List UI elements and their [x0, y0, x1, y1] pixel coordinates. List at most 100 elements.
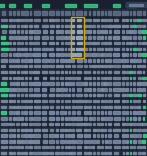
Bar: [97, 59, 99, 62]
Bar: [113, 129, 121, 131]
Bar: [97, 100, 99, 102]
Bar: [17, 42, 20, 44]
Bar: [9, 129, 12, 131]
Bar: [84, 106, 87, 108]
Bar: [1, 82, 6, 85]
Bar: [61, 117, 63, 119]
Bar: [65, 54, 67, 56]
Bar: [68, 117, 70, 119]
Bar: [113, 111, 120, 114]
Bar: [72, 59, 74, 62]
Bar: [108, 129, 111, 131]
Bar: [105, 140, 107, 143]
Bar: [50, 88, 54, 91]
Bar: [88, 48, 91, 50]
Bar: [30, 12, 31, 15]
Bar: [13, 42, 15, 44]
Bar: [97, 54, 100, 56]
Bar: [9, 36, 12, 39]
Bar: [138, 152, 141, 154]
Bar: [34, 123, 40, 125]
Bar: [24, 82, 27, 85]
Bar: [101, 123, 103, 125]
Bar: [56, 140, 58, 143]
Bar: [56, 111, 58, 114]
Bar: [88, 140, 91, 143]
Bar: [33, 152, 41, 154]
Bar: [42, 111, 46, 114]
Bar: [72, 24, 74, 27]
Bar: [93, 94, 95, 96]
Bar: [88, 146, 91, 149]
Bar: [21, 77, 23, 79]
Bar: [68, 42, 71, 44]
Bar: [113, 59, 121, 62]
Bar: [9, 152, 12, 154]
Bar: [143, 106, 145, 108]
Bar: [133, 117, 136, 119]
Bar: [65, 129, 67, 131]
Bar: [16, 77, 20, 79]
Bar: [137, 24, 142, 27]
Bar: [105, 129, 106, 131]
Bar: [61, 19, 63, 21]
Bar: [13, 94, 15, 96]
Bar: [76, 36, 82, 39]
Bar: [34, 48, 40, 50]
Bar: [34, 36, 39, 39]
Bar: [24, 24, 27, 27]
Bar: [16, 146, 20, 149]
Bar: [68, 82, 71, 85]
Bar: [126, 111, 128, 114]
Bar: [0, 69, 147, 75]
Bar: [72, 71, 75, 73]
Bar: [49, 19, 54, 21]
Bar: [13, 146, 15, 149]
Bar: [21, 12, 23, 15]
Bar: [84, 100, 87, 102]
Bar: [34, 88, 39, 91]
Bar: [56, 48, 59, 50]
Bar: [65, 134, 67, 137]
Bar: [142, 117, 144, 119]
Bar: [88, 24, 91, 27]
Bar: [72, 88, 74, 91]
Bar: [13, 59, 15, 62]
Bar: [9, 24, 12, 27]
Bar: [13, 54, 15, 56]
Bar: [137, 123, 142, 125]
Bar: [13, 71, 15, 73]
Bar: [60, 140, 64, 143]
Bar: [142, 54, 146, 56]
Bar: [126, 42, 128, 44]
Bar: [1, 36, 5, 39]
Bar: [68, 77, 71, 79]
Bar: [21, 36, 23, 39]
Bar: [49, 42, 54, 44]
Bar: [65, 77, 67, 79]
Bar: [137, 134, 141, 137]
Bar: [76, 82, 83, 85]
Bar: [49, 48, 53, 50]
Bar: [122, 82, 124, 85]
Bar: [30, 59, 32, 62]
Bar: [130, 100, 131, 102]
Bar: [77, 146, 81, 149]
Bar: [16, 36, 20, 39]
Bar: [133, 152, 136, 154]
Bar: [50, 24, 54, 27]
Bar: [84, 5, 97, 7]
Bar: [0, 110, 147, 115]
Bar: [114, 42, 120, 44]
Bar: [34, 100, 40, 102]
Bar: [17, 12, 19, 15]
Bar: [29, 134, 32, 137]
Bar: [56, 146, 59, 149]
Bar: [49, 140, 54, 143]
Bar: [130, 48, 131, 50]
Bar: [88, 19, 91, 21]
Bar: [97, 94, 100, 96]
Bar: [105, 88, 107, 91]
Bar: [92, 42, 96, 44]
Bar: [105, 19, 107, 21]
